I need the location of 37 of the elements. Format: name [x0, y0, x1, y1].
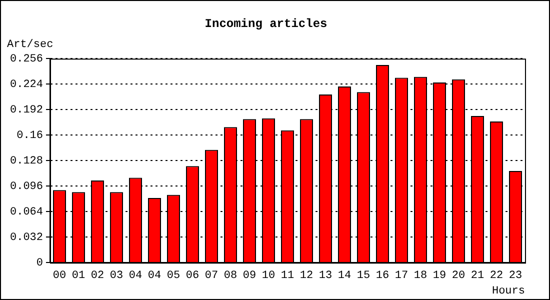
y-tick-label: 0.224	[10, 79, 44, 92]
x-tick-label: 09	[242, 270, 256, 282]
x-tick-label: 06	[186, 270, 200, 282]
x-tick-label: 00	[52, 270, 66, 282]
x-tick-label: 12	[300, 270, 314, 282]
x-axis-title: Hours	[492, 285, 525, 298]
x-tick-label: 10	[262, 270, 276, 282]
x-tick-label: 05	[166, 270, 180, 282]
x-tick-label: 18	[414, 270, 428, 282]
x-tick-label: 11	[280, 270, 294, 282]
x-tick-label: 02	[90, 270, 104, 282]
x-tick-label: 03	[110, 270, 124, 282]
x-tick-label: 19	[432, 270, 446, 282]
x-tick-label: 07	[204, 270, 218, 282]
x-tick-label: 04	[128, 270, 143, 282]
x-tick-label: 22	[490, 270, 504, 282]
x-tick-label: 23	[508, 270, 522, 282]
x-tick-label: 04	[148, 270, 162, 282]
x-tick-label: 16	[376, 270, 390, 282]
y-tick-label: 0	[36, 258, 44, 270]
y-tick-label: 0.128	[10, 156, 44, 168]
x-tick-label: 17	[394, 270, 408, 282]
chart-title: Incoming articles	[204, 17, 328, 32]
x-tick-label: 14	[338, 270, 352, 282]
x-tick-label: 13	[318, 270, 332, 282]
x-tick-label: 08	[224, 270, 238, 282]
y-tick-label: 0.096	[10, 181, 44, 194]
y-tick-label: 0.192	[10, 104, 44, 117]
y-tick-label: 0.032	[10, 232, 44, 244]
y-tick-label: 0.256	[10, 54, 44, 66]
x-tick-label: 15	[356, 270, 370, 282]
x-tick-label: 21	[470, 270, 484, 282]
y-tick-label: 0.16	[16, 130, 44, 142]
x-tick-label: 20	[452, 270, 466, 282]
x-tick-label: 01	[72, 270, 86, 282]
y-axis-title: Art/sec	[7, 38, 54, 51]
y-tick-label: 0.064	[10, 206, 44, 219]
